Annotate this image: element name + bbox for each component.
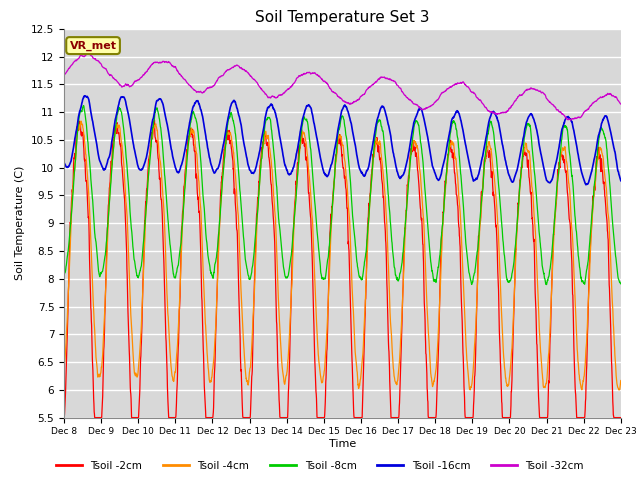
Tsoil -32cm: [568, 116, 576, 121]
Tsoil -32cm: [84, 51, 92, 57]
Tsoil -8cm: [504, 278, 512, 284]
Tsoil -32cm: [504, 107, 512, 113]
Tsoil -4cm: [505, 382, 513, 388]
Tsoil -32cm: [60, 72, 68, 78]
X-axis label: Time: Time: [329, 439, 356, 449]
Tsoil -16cm: [216, 161, 223, 167]
Tsoil -16cm: [568, 120, 575, 125]
Tsoil -32cm: [567, 117, 575, 123]
Tsoil -8cm: [543, 282, 550, 288]
Tsoil -16cm: [371, 130, 379, 135]
Tsoil -16cm: [617, 178, 625, 183]
Tsoil -8cm: [617, 281, 625, 287]
Tsoil -2cm: [60, 415, 68, 420]
Tsoil -32cm: [216, 74, 223, 80]
Tsoil -8cm: [216, 219, 223, 225]
Line: Tsoil -2cm: Tsoil -2cm: [64, 120, 621, 418]
Tsoil -32cm: [617, 101, 625, 107]
Tsoil -4cm: [216, 225, 223, 231]
Tsoil -4cm: [371, 146, 379, 152]
Line: Tsoil -16cm: Tsoil -16cm: [64, 96, 621, 185]
Line: Tsoil -32cm: Tsoil -32cm: [64, 54, 621, 120]
Line: Tsoil -8cm: Tsoil -8cm: [64, 106, 621, 285]
Text: VR_met: VR_met: [70, 40, 116, 51]
Legend: Tsoil -2cm, Tsoil -4cm, Tsoil -8cm, Tsoil -16cm, Tsoil -32cm: Tsoil -2cm, Tsoil -4cm, Tsoil -8cm, Tsoi…: [52, 456, 588, 475]
Tsoil -2cm: [371, 143, 379, 148]
Tsoil -4cm: [60, 366, 68, 372]
Tsoil -4cm: [617, 378, 625, 384]
Tsoil -8cm: [568, 172, 576, 178]
Tsoil -8cm: [80, 103, 88, 108]
Tsoil -16cm: [359, 171, 367, 177]
Tsoil -8cm: [359, 274, 367, 279]
Y-axis label: Soil Temperature (C): Soil Temperature (C): [15, 166, 26, 280]
Title: Soil Temperature Set 3: Soil Temperature Set 3: [255, 10, 429, 25]
Tsoil -2cm: [568, 258, 575, 264]
Tsoil -4cm: [568, 229, 576, 235]
Tsoil -4cm: [467, 387, 474, 393]
Tsoil -16cm: [60, 159, 68, 165]
Tsoil -2cm: [359, 399, 367, 405]
Tsoil -8cm: [371, 137, 379, 143]
Tsoil -2cm: [584, 338, 591, 344]
Tsoil -2cm: [150, 117, 158, 123]
Tsoil -32cm: [359, 92, 367, 97]
Tsoil -8cm: [584, 263, 591, 268]
Tsoil -4cm: [359, 353, 367, 359]
Tsoil -32cm: [371, 80, 379, 86]
Tsoil -2cm: [216, 221, 223, 227]
Tsoil -2cm: [617, 415, 625, 420]
Tsoil -2cm: [504, 415, 512, 420]
Tsoil -16cm: [504, 170, 512, 176]
Line: Tsoil -4cm: Tsoil -4cm: [64, 121, 621, 390]
Tsoil -32cm: [584, 107, 591, 112]
Tsoil -16cm: [582, 182, 590, 188]
Tsoil -8cm: [60, 272, 68, 278]
Tsoil -4cm: [77, 118, 85, 124]
Tsoil -16cm: [584, 181, 591, 187]
Tsoil -4cm: [584, 317, 591, 323]
Tsoil -16cm: [81, 93, 89, 99]
